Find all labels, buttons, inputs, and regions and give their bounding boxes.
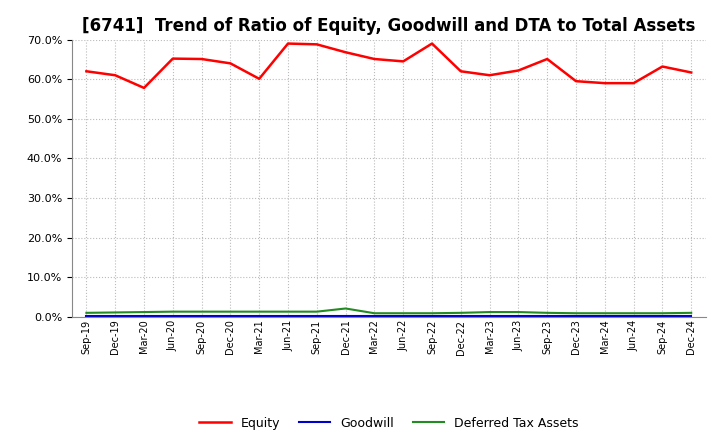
- Goodwill: [543, 313, 552, 318]
- Equity: [284, 41, 292, 46]
- Deferred Tax Assets: [543, 310, 552, 315]
- Equity: [255, 76, 264, 81]
- Equity: [312, 42, 321, 47]
- Deferred Tax Assets: [226, 309, 235, 314]
- Deferred Tax Assets: [82, 310, 91, 315]
- Deferred Tax Assets: [428, 311, 436, 316]
- Goodwill: [687, 313, 696, 318]
- Deferred Tax Assets: [312, 309, 321, 314]
- Title: [6741]  Trend of Ratio of Equity, Goodwill and DTA to Total Assets: [6741] Trend of Ratio of Equity, Goodwil…: [82, 17, 696, 35]
- Deferred Tax Assets: [284, 309, 292, 314]
- Deferred Tax Assets: [399, 311, 408, 316]
- Equity: [629, 81, 638, 86]
- Deferred Tax Assets: [629, 311, 638, 316]
- Deferred Tax Assets: [370, 311, 379, 316]
- Goodwill: [572, 313, 580, 318]
- Deferred Tax Assets: [600, 311, 609, 316]
- Equity: [485, 73, 494, 78]
- Equity: [140, 85, 148, 91]
- Equity: [197, 56, 206, 62]
- Equity: [543, 56, 552, 62]
- Goodwill: [197, 313, 206, 318]
- Goodwill: [255, 313, 264, 318]
- Line: Equity: Equity: [86, 44, 691, 88]
- Goodwill: [312, 313, 321, 318]
- Goodwill: [226, 313, 235, 318]
- Equity: [168, 56, 177, 61]
- Equity: [428, 41, 436, 46]
- Deferred Tax Assets: [197, 309, 206, 314]
- Equity: [341, 50, 350, 55]
- Goodwill: [629, 313, 638, 318]
- Goodwill: [111, 313, 120, 318]
- Goodwill: [284, 313, 292, 318]
- Equity: [111, 73, 120, 78]
- Deferred Tax Assets: [255, 309, 264, 314]
- Equity: [226, 61, 235, 66]
- Deferred Tax Assets: [168, 309, 177, 314]
- Equity: [514, 68, 523, 73]
- Deferred Tax Assets: [456, 310, 465, 315]
- Equity: [600, 81, 609, 86]
- Goodwill: [658, 313, 667, 318]
- Goodwill: [168, 313, 177, 318]
- Goodwill: [140, 313, 148, 318]
- Deferred Tax Assets: [111, 310, 120, 315]
- Goodwill: [341, 313, 350, 318]
- Deferred Tax Assets: [514, 309, 523, 315]
- Goodwill: [600, 313, 609, 318]
- Goodwill: [456, 313, 465, 318]
- Goodwill: [428, 313, 436, 318]
- Goodwill: [485, 313, 494, 318]
- Equity: [370, 56, 379, 62]
- Deferred Tax Assets: [687, 310, 696, 315]
- Goodwill: [82, 313, 91, 318]
- Equity: [572, 78, 580, 84]
- Equity: [658, 64, 667, 69]
- Deferred Tax Assets: [485, 309, 494, 315]
- Deferred Tax Assets: [572, 311, 580, 316]
- Goodwill: [399, 313, 408, 318]
- Goodwill: [514, 313, 523, 318]
- Legend: Equity, Goodwill, Deferred Tax Assets: Equity, Goodwill, Deferred Tax Assets: [194, 412, 583, 435]
- Deferred Tax Assets: [140, 309, 148, 315]
- Equity: [687, 70, 696, 75]
- Deferred Tax Assets: [341, 306, 350, 311]
- Line: Deferred Tax Assets: Deferred Tax Assets: [86, 308, 691, 313]
- Deferred Tax Assets: [658, 311, 667, 316]
- Equity: [82, 69, 91, 74]
- Equity: [456, 69, 465, 74]
- Equity: [399, 59, 408, 64]
- Goodwill: [370, 313, 379, 318]
